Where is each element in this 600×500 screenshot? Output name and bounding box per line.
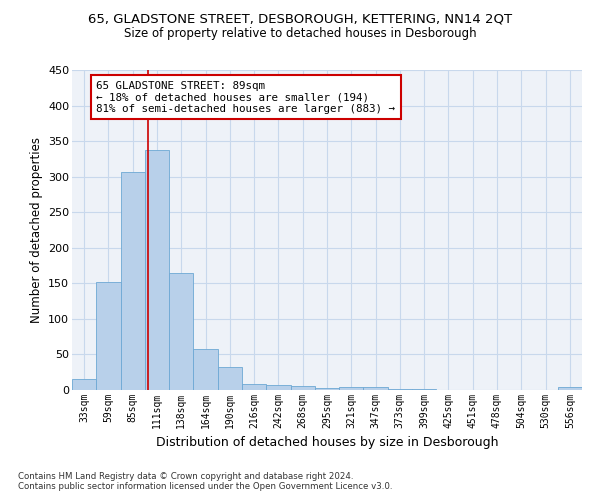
Bar xyxy=(193,350,218,390)
Bar xyxy=(121,172,145,390)
Bar xyxy=(169,272,193,390)
Bar xyxy=(339,387,364,390)
Bar xyxy=(290,386,315,390)
Text: Size of property relative to detached houses in Desborough: Size of property relative to detached ho… xyxy=(124,28,476,40)
Bar xyxy=(96,282,121,390)
Bar xyxy=(558,387,582,390)
Bar xyxy=(266,385,290,390)
Bar xyxy=(72,380,96,390)
Bar xyxy=(388,388,412,390)
Y-axis label: Number of detached properties: Number of detached properties xyxy=(29,137,43,323)
Text: Contains HM Land Registry data © Crown copyright and database right 2024.: Contains HM Land Registry data © Crown c… xyxy=(18,472,353,481)
Bar xyxy=(242,384,266,390)
Text: 65, GLADSTONE STREET, DESBOROUGH, KETTERING, NN14 2QT: 65, GLADSTONE STREET, DESBOROUGH, KETTER… xyxy=(88,12,512,26)
Bar xyxy=(315,388,339,390)
Text: 65 GLADSTONE STREET: 89sqm
← 18% of detached houses are smaller (194)
81% of sem: 65 GLADSTONE STREET: 89sqm ← 18% of deta… xyxy=(96,80,395,114)
Bar xyxy=(364,387,388,390)
X-axis label: Distribution of detached houses by size in Desborough: Distribution of detached houses by size … xyxy=(156,436,498,450)
Bar xyxy=(145,150,169,390)
Text: Contains public sector information licensed under the Open Government Licence v3: Contains public sector information licen… xyxy=(18,482,392,491)
Bar xyxy=(218,366,242,390)
